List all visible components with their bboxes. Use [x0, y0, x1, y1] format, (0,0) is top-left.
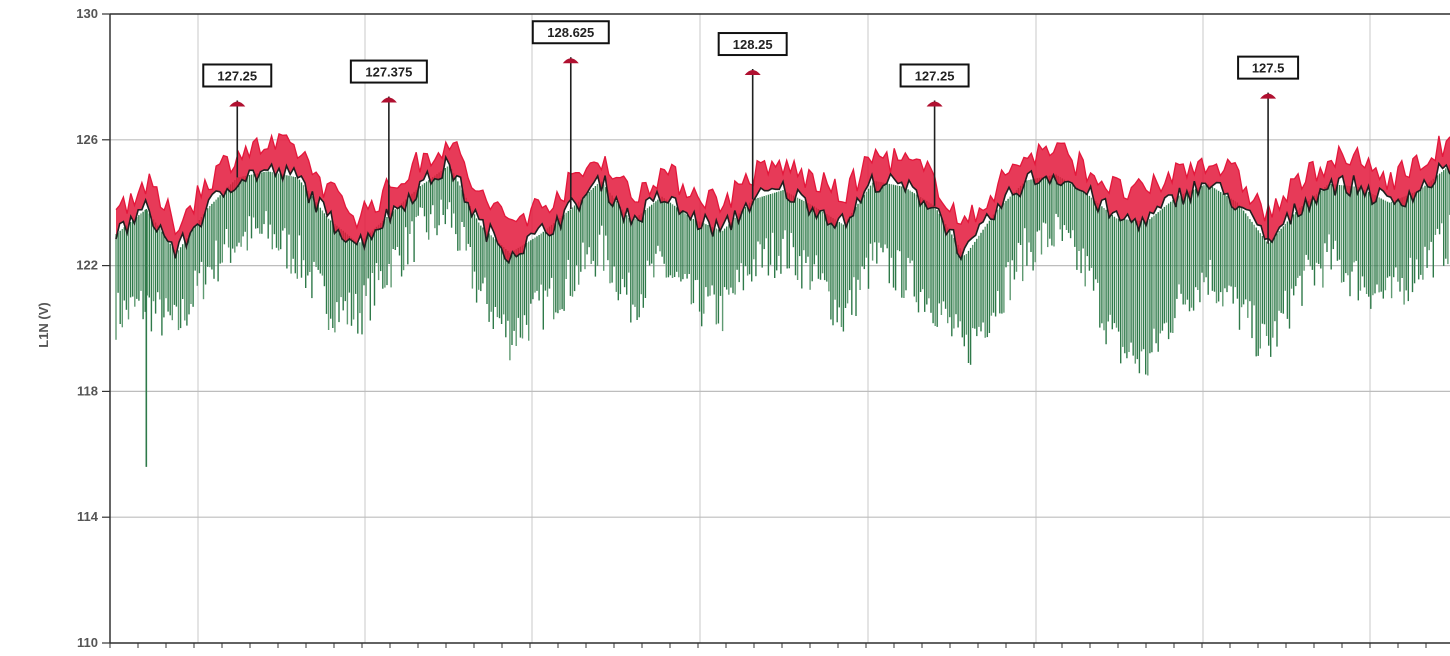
peak-marker	[744, 70, 761, 76]
series-avg-line	[115, 154, 1450, 265]
peak-label: 127.375	[365, 65, 412, 80]
max-band	[116, 133, 1450, 263]
min-series	[115, 165, 1450, 467]
y-tick-label: 122	[76, 258, 98, 273]
y-tick-label: 126	[76, 132, 98, 147]
peak-label-box	[899, 63, 970, 88]
peak-label: 128.625	[547, 25, 594, 40]
peak-label-box	[349, 59, 428, 84]
grid	[109, 13, 1450, 644]
peak-label-box	[717, 32, 788, 57]
peak-marker	[229, 101, 246, 107]
peak-label-box	[1237, 55, 1300, 80]
line-series	[115, 133, 1450, 265]
y-tick-label: 118	[77, 383, 98, 398]
y-tick-label: 114	[77, 509, 99, 524]
peak-marker	[926, 101, 943, 107]
peak-label: 128.25	[733, 37, 773, 52]
peak-marker	[1260, 93, 1277, 99]
y-tick-label: 110	[77, 635, 98, 650]
band-series	[116, 133, 1450, 263]
axes: 110 114 118 122 126 130	[76, 6, 1450, 650]
peak-label: 127.5	[1252, 61, 1285, 76]
peak-marker	[380, 97, 397, 103]
peak-label: 127.25	[217, 68, 257, 83]
y-tick-label: 130	[76, 6, 98, 21]
y-axis-label: L1N (V)	[36, 302, 51, 348]
peak-marker	[562, 58, 579, 64]
peak-markers: 127.25 127.375 128.625 128.25 127.25 127.5	[202, 20, 1300, 244]
peak-label: 127.25	[915, 68, 955, 83]
peak-label-box	[531, 20, 610, 45]
series-max-line	[115, 133, 1450, 236]
peak-label-box	[202, 63, 273, 88]
